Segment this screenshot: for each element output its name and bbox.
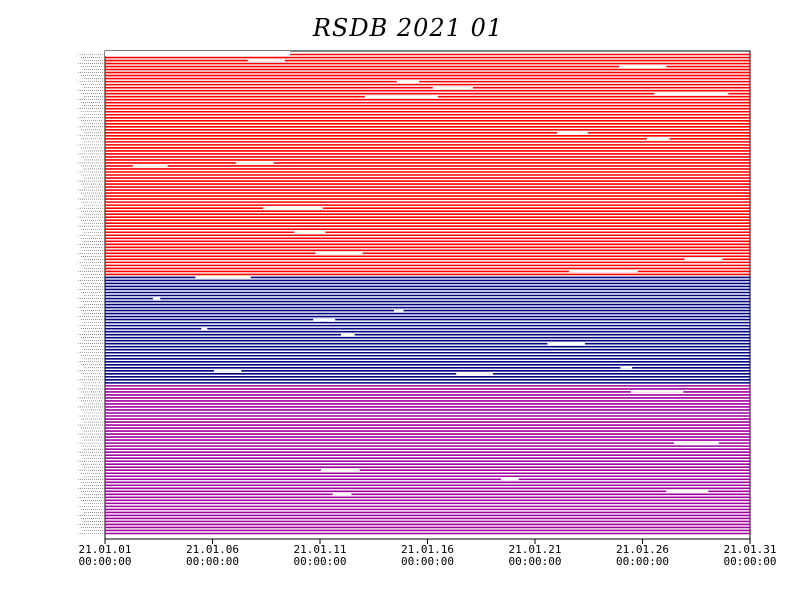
x-tick-time-label: 00:00:00: [186, 555, 239, 568]
x-tick-date-label: 21.01.06: [186, 543, 239, 556]
x-tick-time-label: 00:00:00: [294, 555, 347, 568]
x-tick-date-label: 21.01.16: [401, 543, 454, 556]
x-tick-date-label: 21.01.31: [724, 543, 777, 556]
x-tick-time-label: 00:00:00: [509, 555, 562, 568]
x-tick-date-label: 21.01.01: [79, 543, 132, 556]
x-tick-time-label: 00:00:00: [401, 555, 454, 568]
channel-label-layer: [78, 54, 103, 534]
chart-title: RSDB 2021 01: [312, 14, 503, 42]
x-tick-date-label: 21.01.11: [294, 543, 347, 556]
gap-layer: [105, 51, 729, 496]
data-gap: [105, 51, 290, 56]
x-tick-date-label: 21.01.26: [616, 543, 669, 556]
x-axis: 21.01.0100:00:0021.01.0600:00:0021.01.11…: [79, 539, 777, 568]
x-tick-date-label: 21.01.21: [509, 543, 562, 556]
x-tick-time-label: 00:00:00: [79, 555, 132, 568]
x-tick-time-label: 00:00:00: [724, 555, 777, 568]
trace-layer: [105, 53, 750, 535]
x-tick-time-label: 00:00:00: [616, 555, 669, 568]
